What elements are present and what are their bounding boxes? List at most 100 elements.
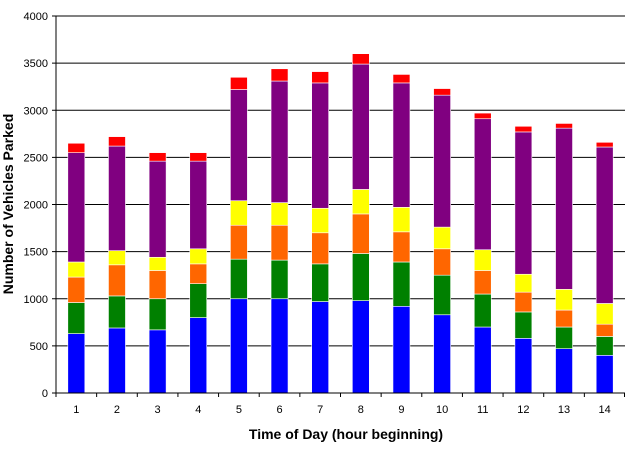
bar-segment: [555, 326, 573, 350]
y-tick-label: 1500: [24, 247, 48, 259]
y-tick-label: 2500: [24, 152, 48, 164]
bar-segment: [108, 264, 126, 297]
bar-segment: [392, 261, 411, 307]
bar-segment: [67, 261, 86, 278]
bar-segment: [433, 226, 451, 250]
bar-segment: [148, 256, 167, 271]
y-tick-label: 500: [30, 341, 48, 353]
x-tick-label: 4: [195, 404, 201, 416]
x-tick-label: 6: [276, 404, 282, 416]
bar-segment: [514, 338, 533, 394]
bar-segment: [473, 270, 492, 295]
bar-segment: [108, 327, 126, 394]
bar-segment: [311, 207, 329, 234]
bar-segment: [148, 152, 167, 162]
bar-segment: [270, 68, 289, 82]
bar-segment: [433, 248, 451, 276]
x-tick-label: 5: [236, 404, 242, 416]
bar-segment: [473, 293, 492, 328]
bar-segment: [514, 125, 533, 133]
bar-segment: [189, 263, 208, 284]
bar-segment: [555, 123, 573, 129]
bar-segment: [433, 314, 451, 394]
bar-segment: [189, 317, 208, 394]
bar-segment: [108, 295, 126, 329]
bar-segment: [311, 71, 329, 84]
bar-segment: [514, 291, 533, 313]
bar-segment: [352, 53, 370, 65]
bar-segment: [230, 89, 248, 202]
bar-segment: [230, 200, 248, 226]
x-tick-label: 2: [114, 404, 120, 416]
bar-segment: [595, 323, 614, 337]
x-tick-label: 3: [155, 404, 161, 416]
bar-segment: [555, 289, 573, 311]
x-tick-label: 10: [436, 404, 448, 416]
bar-segment: [189, 160, 208, 250]
bar-segment: [270, 224, 289, 261]
bar-segment: [230, 298, 248, 394]
bar-segment: [67, 333, 86, 394]
x-tick-label: 7: [317, 404, 323, 416]
bar-segment: [352, 253, 370, 301]
x-tick-label: 14: [599, 404, 611, 416]
bar-segment: [67, 152, 86, 263]
bar-segment: [392, 82, 411, 208]
bar-segment: [189, 248, 208, 265]
bar-segment: [189, 283, 208, 318]
x-tick-label: 8: [358, 404, 364, 416]
bar-segment: [189, 152, 208, 162]
axes: [52, 15, 625, 397]
bar-segment: [392, 305, 411, 394]
y-tick-label: 4000: [24, 11, 48, 23]
bar-segment: [67, 276, 86, 303]
bar-segment: [473, 249, 492, 271]
x-tick-label: 1: [73, 404, 79, 416]
x-tick-labels: 1 2 3 4 5 6 7 8 9 10 11 12 13 14: [73, 404, 611, 416]
bar-segment: [473, 326, 492, 394]
y-tick-label: 2000: [24, 200, 48, 212]
bar-segment: [595, 354, 614, 394]
bar-segment: [433, 94, 451, 228]
bar-segment: [555, 309, 573, 328]
x-tick-label: 11: [477, 404, 488, 416]
bar-segment: [311, 301, 329, 394]
bar-segment: [270, 80, 289, 203]
bar-segment: [595, 303, 614, 325]
bar-segment: [352, 63, 370, 190]
bar-segment: [67, 302, 86, 334]
bar-segment: [108, 136, 126, 147]
bar-segment: [514, 273, 533, 293]
y-tick-labels: 0 500 1000 1500 2000 2500 3000 3500 4000: [24, 11, 48, 400]
bars: [67, 53, 614, 394]
bar-segment: [108, 145, 126, 251]
bar-segment: [514, 131, 533, 275]
bar-segment: [473, 118, 492, 251]
gridlines: [56, 15, 625, 347]
bar-segment: [311, 263, 329, 302]
bar-segment: [433, 88, 451, 96]
y-axis-title: Number of Vehicles Parked: [0, 114, 16, 295]
bar-segment: [392, 74, 411, 84]
bar-segment: [433, 274, 451, 316]
bar-segment: [230, 258, 248, 300]
bar-segment: [148, 298, 167, 331]
y-tick-label: 3500: [24, 58, 48, 70]
bar-segment: [230, 76, 248, 90]
x-tick-label: 12: [517, 404, 529, 416]
bar-segment: [311, 232, 329, 265]
bar-segment: [392, 231, 411, 263]
bar-segment: [148, 270, 167, 300]
x-tick-label: 9: [398, 404, 404, 416]
bar-segment: [148, 160, 167, 258]
y-tick-label: 1000: [24, 294, 48, 306]
bar-segment: [270, 298, 289, 394]
bar-segment: [352, 189, 370, 215]
bar-segment: [230, 224, 248, 260]
bar-segment: [595, 336, 614, 356]
bar-segment: [352, 213, 370, 254]
bar-segment: [108, 250, 126, 266]
bar-segment: [595, 146, 614, 304]
bar-segment: [148, 329, 167, 394]
